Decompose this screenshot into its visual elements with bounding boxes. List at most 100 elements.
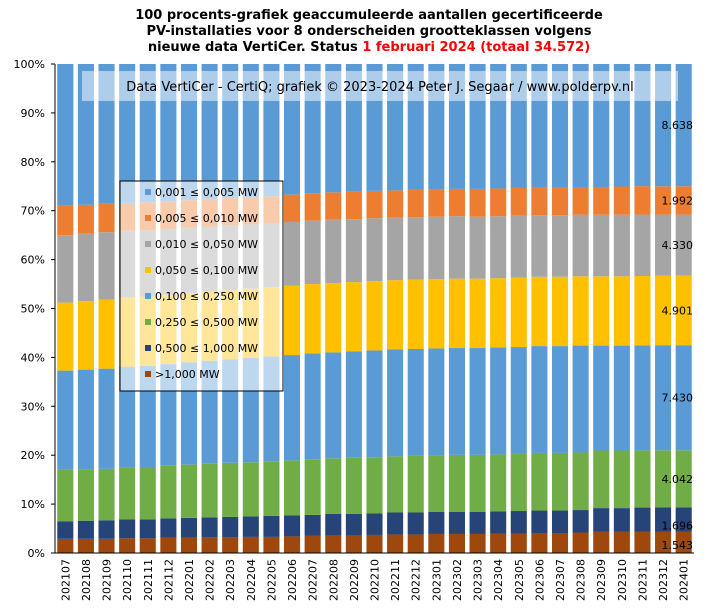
end-label-series-1: 1.992 — [662, 194, 694, 207]
bar-segment-202307-s2 — [551, 215, 569, 277]
bar-segment-202301-s1 — [428, 189, 445, 217]
bar-segment-202302-s1 — [448, 188, 465, 217]
end-label-series-6: 1.696 — [662, 520, 694, 533]
bar-segment-202304-s4 — [490, 347, 507, 455]
bar-segment-202306-s5 — [531, 452, 548, 511]
bar-segment-202109-s6 — [98, 520, 115, 539]
bar-segment-202301-s5 — [428, 455, 445, 513]
y-tick-label: 10% — [21, 498, 45, 511]
bar-segment-202312-s5 — [655, 450, 672, 508]
legend-swatch-5 — [145, 319, 151, 325]
bar-segment-202305-s7 — [510, 533, 527, 553]
bar-segment-202109-s3 — [98, 299, 115, 369]
bar-segment-202109-s5 — [98, 468, 115, 521]
y-tick-label: 50% — [21, 303, 45, 316]
bar-segment-202204-s5 — [242, 462, 259, 517]
bar-segment-202209-s5 — [345, 457, 362, 514]
bar-segment-202303-s3 — [469, 278, 486, 349]
legend-label-0: 0,001 ≤ 0,005 MW — [155, 186, 258, 199]
bar-segment-202302-s3 — [448, 278, 465, 349]
bar-segment-202312-s2 — [655, 214, 672, 276]
bar-segment-202301-s4 — [428, 348, 445, 456]
y-tick-label: 100% — [14, 58, 45, 71]
x-tick-label-202201: 202201 — [183, 559, 196, 601]
x-tick-label-202109: 202109 — [101, 559, 114, 601]
bar-segment-202311-s1 — [634, 186, 651, 215]
bar-segment-202110-s5 — [119, 467, 136, 520]
bar-segment-202401-s1 — [675, 186, 692, 215]
bar-segment-202305-s4 — [510, 347, 527, 454]
legend: 0,001 ≤ 0,005 MW 0,005 ≤ 0,010 MW 0,010 ≤ … — [119, 180, 284, 392]
bar-segment-202401-s3 — [675, 275, 692, 346]
bar-segment-202205-s5 — [263, 461, 280, 516]
x-tick-label-202111: 202111 — [142, 559, 155, 601]
bar-segment-202301-s2 — [428, 216, 445, 280]
bar-segment-202302-s4 — [448, 348, 465, 455]
bar-segment-202209-s1 — [345, 191, 362, 220]
y-tick-label: 40% — [21, 351, 45, 364]
bar-segment-202306-s4 — [531, 346, 548, 453]
copyright-banner: Data VertiCer - CertiQ; grafiek © 2023-2… — [82, 71, 678, 101]
bar-segment-202208-s6 — [325, 513, 342, 536]
bar-segment-202310-s7 — [613, 531, 630, 553]
legend-label-6: 0,500 ≤ 1,000 MW — [155, 342, 258, 355]
bar-segment-202111-s6 — [139, 519, 156, 539]
x-tick-label-202301: 202301 — [430, 559, 443, 601]
bar-segment-202308-s1 — [572, 186, 589, 215]
bar-segment-202205-s6 — [263, 515, 280, 537]
bar-segment-202107-s2 — [57, 235, 74, 303]
bar-segment-202311-s6 — [634, 507, 651, 532]
bar-segment-202301-s6 — [428, 512, 445, 534]
bar-segment-202302-s5 — [448, 454, 465, 513]
x-tick-label-202401: 202401 — [678, 559, 691, 601]
x-tick-label-202305: 202305 — [513, 559, 526, 601]
bar-segment-202401-s0 — [675, 64, 692, 187]
y-tick-label: 90% — [21, 107, 45, 120]
chart-title-line-3-prefix: nieuwe data VertiCer. Status — [148, 40, 358, 55]
bar-segment-202110-s6 — [119, 519, 136, 539]
bar-segment-202211-s7 — [387, 534, 404, 553]
bar-segment-202310-s6 — [613, 508, 630, 532]
bar-segment-202210-s7 — [366, 534, 383, 553]
legend-label-7: >1,000 MW — [155, 368, 220, 381]
bar-segment-202206-s4 — [284, 355, 301, 461]
bar-segment-202309-s7 — [593, 531, 610, 553]
legend-swatch-1 — [145, 215, 151, 221]
bar-segment-202107-s7 — [57, 538, 74, 553]
bar-segment-202308-s3 — [572, 276, 589, 346]
legend-swatch-6 — [145, 345, 151, 351]
bar-segment-202112-s7 — [160, 537, 177, 553]
end-label-series-5: 4.042 — [662, 473, 694, 486]
bar-segment-202308-s6 — [572, 510, 589, 533]
bar-segment-202306-s7 — [531, 532, 548, 553]
bar-segment-202311-s2 — [634, 214, 651, 277]
bar-segment-202203-s6 — [222, 516, 239, 538]
bar-segment-202303-s1 — [469, 188, 486, 217]
bar-segment-202309-s4 — [593, 345, 610, 451]
bar-segment-202211-s5 — [387, 456, 404, 513]
bar-segment-202208-s4 — [325, 352, 342, 459]
bar-segment-202304-s7 — [490, 533, 507, 553]
bar-segment-202107-s5 — [57, 469, 74, 522]
bar-segment-202209-s3 — [345, 282, 362, 352]
x-tick-label-202308: 202308 — [575, 559, 588, 601]
x-tick-label-202208: 202208 — [327, 559, 340, 601]
x-tick-label-202202: 202202 — [204, 559, 217, 601]
bar-segment-202304-s6 — [490, 511, 507, 534]
bar-segment-202211-s3 — [387, 280, 404, 350]
bar-segment-202304-s1 — [490, 188, 507, 217]
bar-segment-202207-s7 — [304, 535, 321, 553]
x-tick-label-202204: 202204 — [245, 559, 258, 601]
x-tick-label-202306: 202306 — [533, 559, 546, 601]
bar-segment-202207-s1 — [304, 193, 321, 221]
bar-segment-202305-s2 — [510, 215, 527, 278]
bar-segment-202202-s6 — [201, 517, 218, 538]
bar-segment-202305-s1 — [510, 187, 527, 216]
bar-segment-202311-s7 — [634, 531, 651, 553]
bar-segment-202208-s3 — [325, 283, 342, 353]
bar-segment-202209-s4 — [345, 351, 362, 458]
bar-segment-202304-s5 — [490, 454, 507, 512]
bar-segment-202308-s4 — [572, 345, 589, 453]
bar-segment-202307-s1 — [551, 187, 569, 216]
